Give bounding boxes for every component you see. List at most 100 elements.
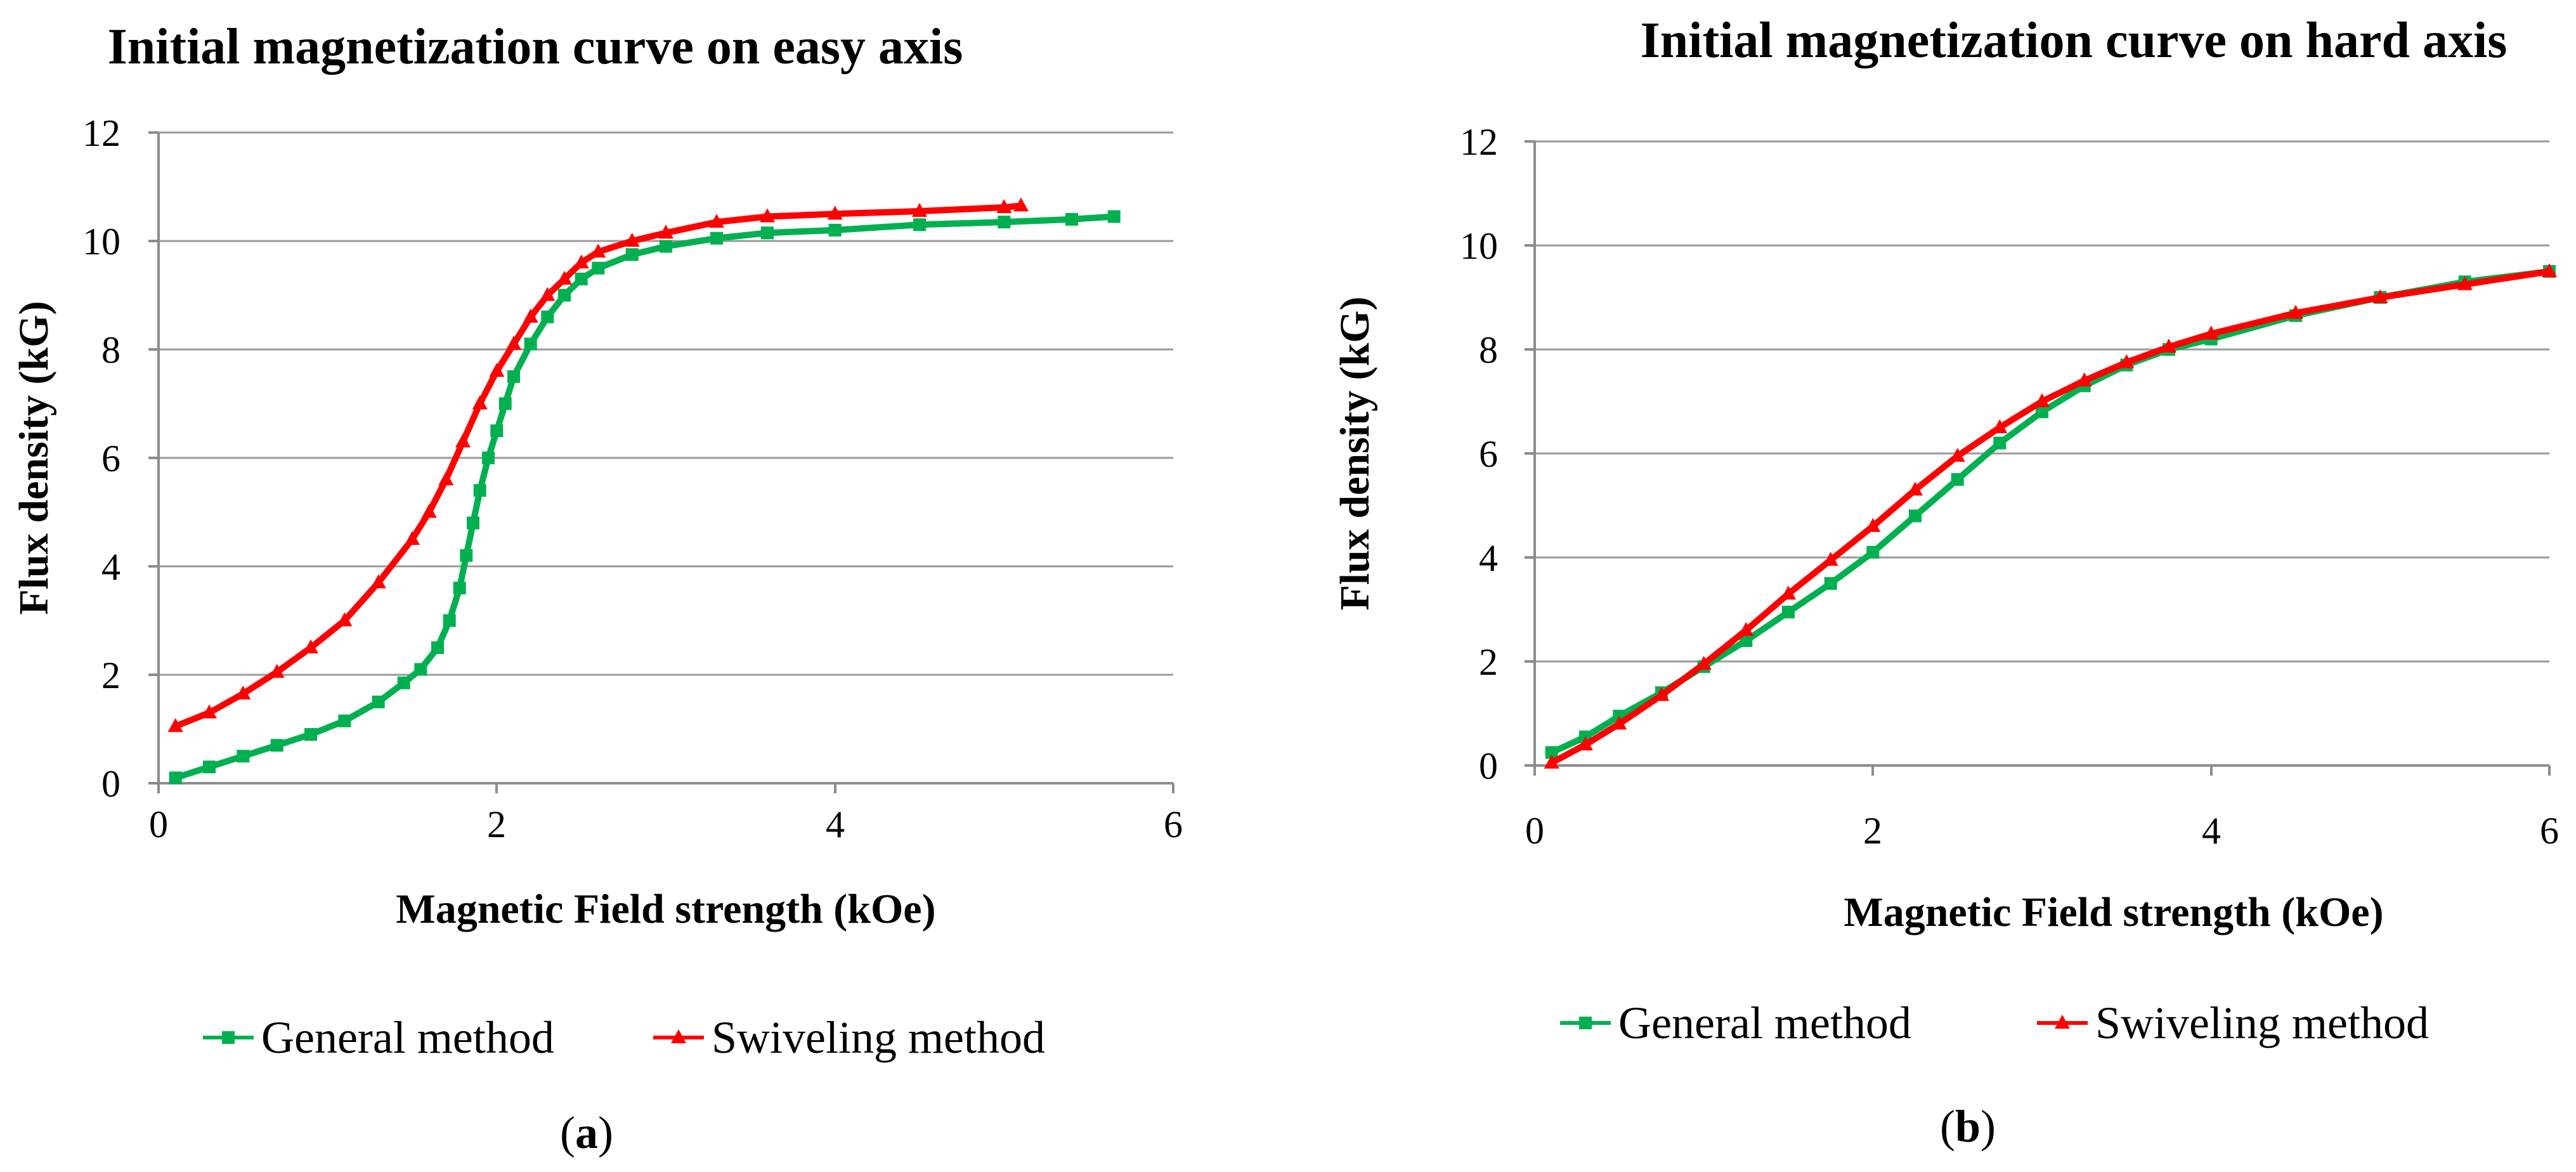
chart-a-data-point-general [541,310,554,323]
chart-a-data-point-swiveling [506,335,521,350]
chart-b-data-point-general [1951,473,1964,486]
chart-a-data-point-general [397,676,410,689]
chart-a-data-point-swiveling [303,639,318,654]
chart-a-data-point-general [1065,212,1078,226]
chart-a-data-point-swiveling [167,718,183,732]
chart-a-gridlines [159,131,1173,676]
chart-b-data-point-swiveling [2457,276,2473,290]
chart-b-y-tick-labels: 0 2 4 6 8 10 12 [1460,121,1498,787]
chart-a-data-point-general [304,728,317,741]
chart-b-x-ticks [1533,765,2551,776]
chart-b-data-point-swiveling [2161,338,2176,353]
chart-a-data-point-general [482,452,495,464]
chart-b-x-tick-labels: 0 2 4 6 [1525,810,2559,852]
chart-b-data-point-swiveling [1544,754,1559,769]
chart-b-x-tick-label: 4 [2202,810,2221,852]
chart-a-series-line-general [174,213,1115,781]
chart-a-x-tick-labels: 0 2 4 6 [149,804,1183,845]
chart-a-panel-label: (a) [560,1107,613,1158]
chart-b-x-axis-label: Magnetic Field strength (kOe) [1844,889,2383,935]
chart-a-data-point-general [524,337,537,351]
chart-a-data-point-swiveling [590,244,606,258]
chart-a-data-point-swiveling [709,214,724,228]
chart-a-data-point-swiveling [912,203,927,217]
chart-a-data-point-swiveling [827,205,843,220]
chart-b-title: Initial magnetization curve on hard axis [1641,13,2508,68]
chart-a-data-point-general [575,272,588,285]
chart-a-legend-marker-general [222,1031,235,1044]
chart-b-legend-label-swiveling: Swiveling method [2095,998,2429,1048]
chart-a-data-point-swiveling [438,471,454,486]
chart-a-data-point-general [558,289,571,302]
chart-b-series-line-swiveling [1550,268,2550,766]
chart-a-data-point-swiveling [1013,197,1029,212]
chart-a-x-tick-label: 6 [1164,804,1183,845]
chart-a-y-tick-label: 4 [101,546,120,588]
chart-a-x-tick-label: 4 [826,804,845,845]
chart-b-data-point-general [1909,509,1922,523]
chart-a-data-point-swiveling [523,308,538,323]
chart-a-data-point-general [338,714,351,727]
chart-b-data-point-general [1545,746,1558,759]
chart-a-data-point-swiveling [573,254,589,269]
chart-a-data-point-general [270,739,283,752]
chart-b-data-point-swiveling [2119,354,2135,368]
chart-a-y-tick-labels: 0 2 4 6 8 10 12 [82,112,120,805]
chart-a-x-tick-label: 2 [487,804,506,845]
chart-a-data-point-general [710,231,723,245]
chart-a-y-axis-label: Flux density (kG) [11,301,57,615]
chart-a-data-point-swiveling [540,287,556,301]
chart-a-data-point-swiveling [760,208,775,223]
chart-b-legend-label-general: General method [1618,998,1911,1048]
chart-a-series-line-swiveling [174,202,1022,729]
chart-a-data-point-general [203,760,216,774]
chart-b-y-tick-label: 12 [1460,121,1498,163]
chart-b-legend-marker-swiveling [2055,1015,2070,1029]
chart-a-legend-label-swiveling: Swiveling method [712,1012,1045,1063]
chart-panel-a: Initial magnetization curve on easy axis [11,19,1183,1158]
chart-b-data-point-swiveling [1865,518,1881,532]
chart-a-data-point-swiveling [658,225,673,239]
chart-a-data-point-swiveling [996,199,1012,213]
chart-b-data-point-swiveling [1823,552,1838,566]
chart-b-x-tick-label: 2 [1863,810,1882,852]
chart-b-data-point-general [2036,405,2048,419]
chart-b-data-point-swiveling [1578,736,1593,751]
chart-a-data-point-swiveling [472,395,488,410]
chart-a-data-point-general [473,484,486,497]
chart-a-data-point-general [169,771,182,785]
chart-b-x-tick-label: 0 [1525,810,1544,852]
chart-b-y-axis-label: Flux density (kG) [1332,296,1378,610]
chart-a-data-point-swiveling [370,574,386,589]
chart-b-data-point-swiveling [2542,263,2557,277]
chart-b-data-point-swiveling [1654,687,1669,701]
chart-b-y-ticks [1525,140,1535,767]
chart-a-data-point-general [998,216,1011,229]
chart-a-y-tick-label: 12 [82,112,120,154]
chart-a-x-tick-label: 0 [149,804,168,845]
chart-a-data-point-swiveling [557,270,572,285]
chart-b-legend-marker-general [1579,1017,1592,1029]
chart-b-data-point-swiveling [1696,656,1712,670]
chart-a-data-point-swiveling [405,531,420,545]
chart-b-data-point-swiveling [2203,325,2219,340]
chart-b-series-line-general [1550,268,2550,756]
chart-b-plot-area [1544,263,2557,769]
chart-b-y-tick-label: 8 [1479,329,1498,371]
chart-a-data-point-swiveling [489,363,505,377]
chart-a-plot-area [167,197,1121,785]
chart-b-y-tick-label: 0 [1479,745,1498,787]
chart-a-legend-marker-swiveling [671,1029,686,1043]
chart-a-legend: General method Swiveling method [203,1012,1045,1063]
chart-a-y-tick-label: 6 [101,438,120,479]
chart-a-y-tick-label: 8 [101,329,120,371]
chart-b-data-point-swiveling [1949,448,1965,462]
chart-a-data-point-general [414,663,427,676]
chart-b-data-point-swiveling [2288,304,2303,319]
chart-b-data-point-swiveling [2372,289,2388,303]
chart-a-data-point-general [467,516,479,530]
chart-a-data-point-swiveling [337,612,353,627]
chart-a-data-point-general [490,424,504,438]
chart-a-data-point-swiveling [235,685,251,700]
